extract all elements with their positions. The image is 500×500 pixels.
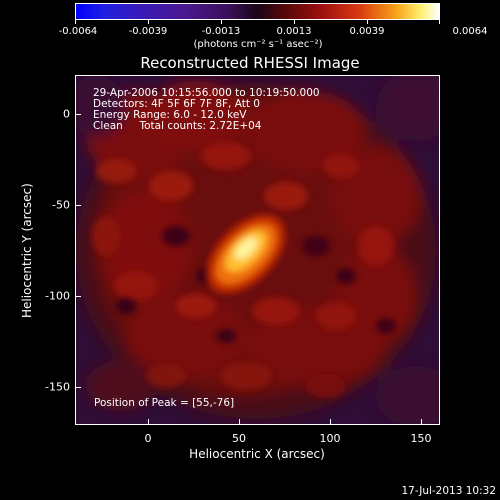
colorbar [75, 3, 440, 20]
x-tick-mark [148, 419, 149, 425]
timestamp: 17-Jul-2013 10:32 [401, 485, 496, 497]
image-title: Reconstructed RHESSI Image [140, 54, 360, 72]
y-tick-label: 0 [63, 107, 70, 121]
clean-counts-text: Clean Total counts: 2.72E+04 [93, 120, 262, 132]
y-tick-mark [75, 387, 81, 388]
y-tick-label: -100 [45, 289, 70, 303]
x-axis-label: Heliocentric X (arcsec) [189, 447, 325, 461]
colorbar-tick-label: -0.0064 [58, 26, 98, 37]
colorbar-tick [75, 20, 76, 24]
y-tick-mark [75, 114, 81, 115]
x-tick-label: 50 [232, 432, 246, 445]
colorbar-tick-label: -0.0039 [128, 26, 168, 37]
colorbar-tick [367, 20, 368, 24]
peak-position-text: Position of Peak = [55,-76] [94, 397, 235, 409]
colorbar-tick [294, 20, 295, 24]
colorbar-tick [148, 20, 149, 24]
observation-info: 29-Apr-2006 10:15:56.000 to 10:19:50.000… [93, 88, 320, 132]
energy-range-text: Energy Range: 6.0 - 12.0 keV [93, 109, 247, 121]
y-tick-mark [75, 296, 81, 297]
y-axis-label: Heliocentric Y (arcsec) [20, 183, 34, 318]
colorbar-tick [439, 20, 440, 24]
image-plot [75, 75, 440, 425]
y-tick-label: -150 [45, 380, 70, 394]
colorbar-tick-label: 0.0013 [276, 26, 312, 37]
detectors-text: Detectors: 4F 5F 6F 7F 8F, Att 0 [93, 98, 260, 110]
y-tick-label: -50 [52, 198, 70, 212]
x-tick-label: 150 [410, 432, 432, 445]
x-tick-mark [330, 419, 331, 425]
colorbar-tick-label: 0.0064 [452, 26, 488, 37]
y-tick-mark [75, 205, 81, 206]
x-tick-label: 0 [144, 432, 152, 445]
colorbar-tick-label: 0.0039 [349, 26, 385, 37]
x-tick-label: 100 [319, 432, 341, 445]
x-tick-mark [421, 419, 422, 425]
colorbar-unit-label: (photons cm⁻² s⁻¹ asec⁻²) [193, 39, 323, 50]
colorbar-tick [221, 20, 222, 24]
rhessi-image [76, 76, 439, 424]
x-tick-mark [239, 419, 240, 425]
colorbar-tick-label: -0.0013 [201, 26, 241, 37]
time-range-text: 29-Apr-2006 10:15:56.000 to 10:19:50.000 [93, 87, 320, 99]
